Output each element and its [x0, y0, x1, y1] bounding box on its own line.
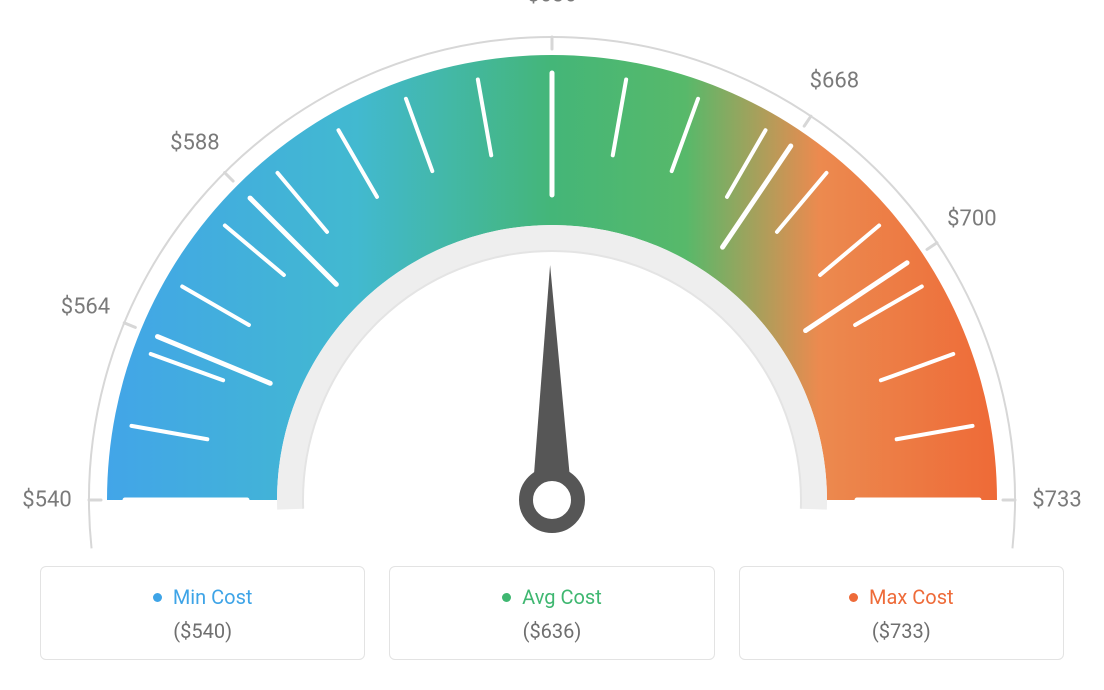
cost-gauge-widget: $540 $564 $588 $636 $668 $700 $733 Min Cost ($… [0, 0, 1104, 690]
gauge-tick-label: $700 [947, 207, 996, 232]
legend-card-min: Min Cost ($540) [40, 566, 365, 660]
legend-row: Min Cost ($540) Avg Cost ($636) Max Cost… [40, 566, 1064, 660]
gauge-tick-label: $733 [1032, 488, 1081, 513]
legend-card-avg: Avg Cost ($636) [389, 566, 714, 660]
gauge-tick-label: $540 [22, 488, 71, 513]
gauge-tick-label: $636 [527, 0, 576, 8]
gauge-tick-label: $588 [170, 130, 219, 155]
gauge-tick-label: $668 [810, 69, 859, 94]
legend-value-min: ($540) [53, 619, 352, 643]
dot-icon [153, 593, 162, 602]
dot-icon [502, 593, 511, 602]
legend-label: Min Cost [173, 585, 253, 609]
legend-label: Avg Cost [522, 585, 602, 609]
dot-icon [849, 593, 858, 602]
legend-label: Max Cost [869, 585, 954, 609]
legend-value-avg: ($636) [402, 619, 701, 643]
gauge-chart: $540 $564 $588 $636 $668 $700 $733 [0, 0, 1104, 560]
legend-title-max: Max Cost [752, 585, 1051, 609]
legend-title-min: Min Cost [53, 585, 352, 609]
legend-card-max: Max Cost ($733) [739, 566, 1064, 660]
legend-value-max: ($733) [752, 619, 1051, 643]
gauge-tick-label: $564 [61, 294, 110, 319]
legend-title-avg: Avg Cost [402, 585, 701, 609]
